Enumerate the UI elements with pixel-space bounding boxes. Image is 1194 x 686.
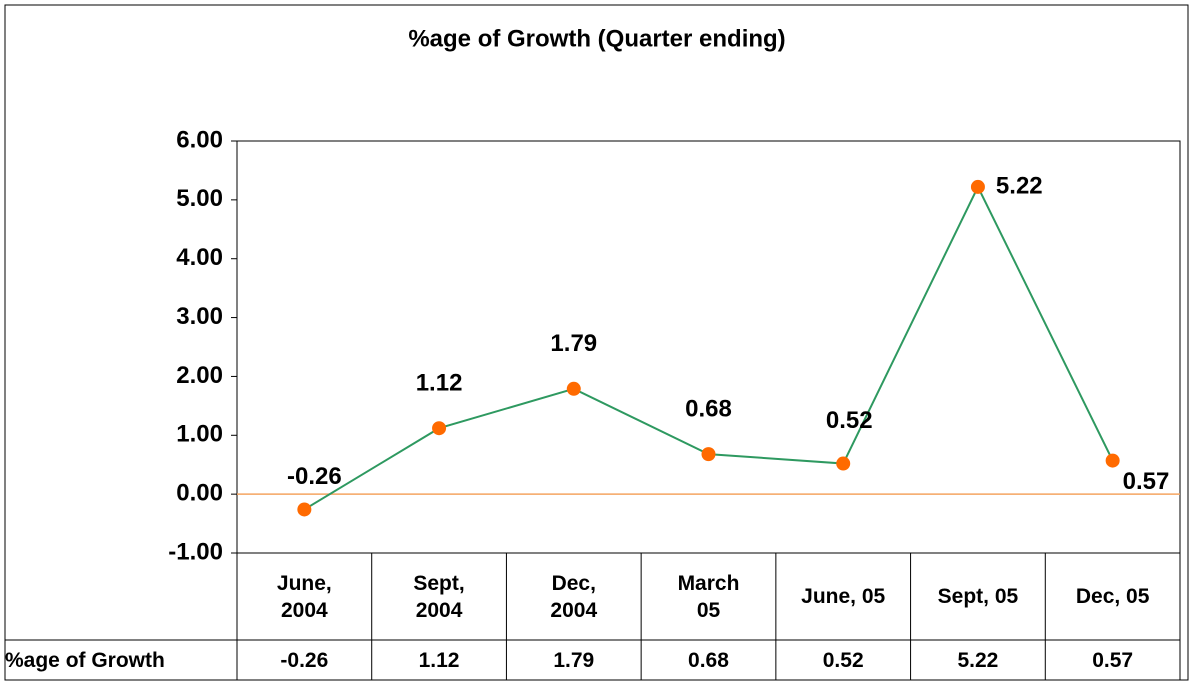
x-category-label: March 05 xyxy=(677,571,740,622)
y-tick-label: 4.00 xyxy=(176,244,223,271)
data-label: 0.68 xyxy=(685,395,732,422)
y-tick-label: 2.00 xyxy=(176,362,223,389)
x-category-label: June, 05 xyxy=(801,585,886,608)
table-series-name: %age of Growth xyxy=(5,648,165,672)
y-tick-label: 6.00 xyxy=(176,126,223,153)
x-category-label: June, 2004 xyxy=(276,571,332,622)
x-category-label: Dec, 2004 xyxy=(550,571,598,622)
data-label: 0.52 xyxy=(826,407,873,434)
table-value: 0.57 xyxy=(1092,648,1134,672)
plot-area xyxy=(236,140,1181,554)
y-tick-label: 0.00 xyxy=(176,479,223,506)
data-point xyxy=(970,179,985,194)
table-value: 5.22 xyxy=(957,648,999,672)
data-point xyxy=(566,381,581,396)
data-point xyxy=(1105,453,1120,468)
y-tick-label: 1.00 xyxy=(176,421,223,448)
table-value: 1.12 xyxy=(418,648,460,672)
chart-title: %age of Growth (Quarter ending) xyxy=(408,25,785,52)
x-category-label: Sept, 05 xyxy=(937,585,1019,608)
x-category-label: Dec, 05 xyxy=(1075,585,1150,608)
y-tick-label: 3.00 xyxy=(176,303,223,330)
table-value: 1.79 xyxy=(553,648,595,672)
table-value: 0.68 xyxy=(688,648,729,672)
chart-border xyxy=(4,4,1189,681)
data-point xyxy=(432,421,447,436)
data-label: 1.79 xyxy=(550,330,597,357)
y-tick-label: -1.00 xyxy=(168,538,223,565)
data-point xyxy=(836,456,851,471)
data-label: 5.22 xyxy=(996,172,1043,199)
data-point xyxy=(297,502,312,517)
data-point xyxy=(701,447,716,462)
x-category-label: Sept, 2004 xyxy=(413,571,465,622)
data-label: -0.26 xyxy=(287,463,342,490)
data-label: 1.12 xyxy=(416,370,463,397)
table-value: -0.26 xyxy=(280,648,329,672)
data-label: 0.57 xyxy=(1123,468,1170,495)
y-tick-label: 5.00 xyxy=(176,185,223,212)
table-value: 0.52 xyxy=(822,648,864,672)
